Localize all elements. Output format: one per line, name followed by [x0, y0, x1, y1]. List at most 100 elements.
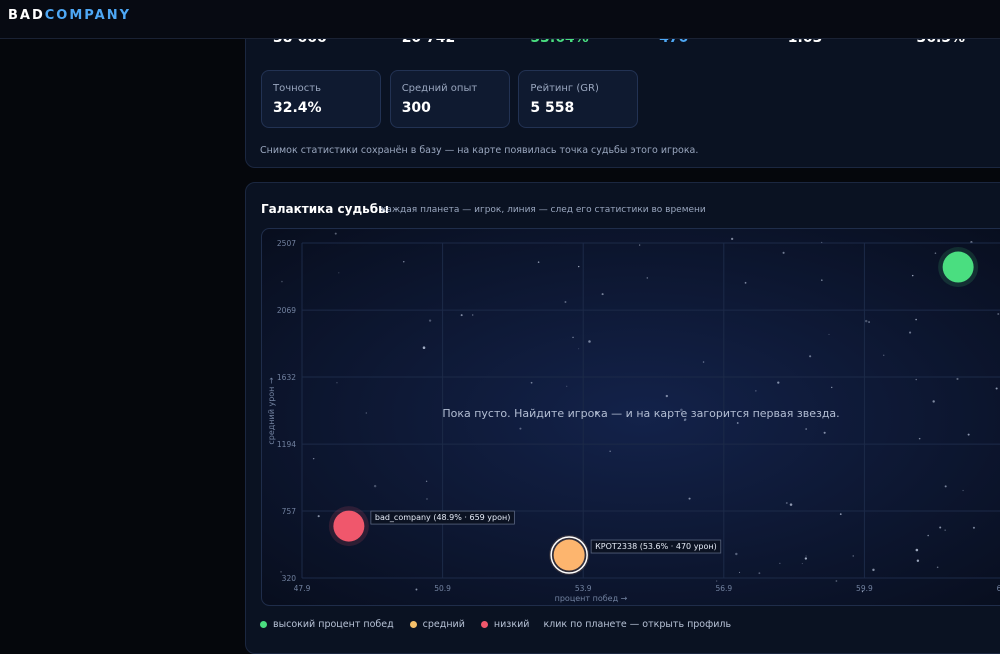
star: [519, 428, 521, 430]
x-axis-label: процент побед →: [555, 594, 628, 603]
star: [968, 434, 970, 436]
brand[interactable]: BADCOMPANY: [8, 8, 131, 23]
stat-label: Рейтинг (GR): [530, 83, 598, 94]
star: [572, 337, 574, 339]
star: [821, 279, 823, 281]
planet[interactable]: [333, 511, 364, 542]
legend-label: низкий: [494, 619, 530, 630]
star: [564, 301, 566, 303]
star: [531, 382, 533, 384]
star: [755, 390, 756, 391]
star: [996, 387, 998, 389]
empty-text: Пока пусто. Найдите игрока — и на карте …: [442, 407, 839, 420]
star: [335, 233, 337, 235]
legend-label: высокий процент побед: [273, 619, 394, 630]
star: [578, 266, 579, 267]
star: [935, 252, 937, 254]
star: [916, 379, 917, 380]
planet[interactable]: [554, 540, 585, 571]
legend-item: высокий процент побед: [260, 619, 394, 630]
star: [790, 503, 793, 506]
y-tick-label: 1632: [277, 373, 296, 382]
star: [336, 382, 337, 383]
star: [853, 555, 854, 556]
star: [883, 355, 884, 356]
star: [777, 382, 779, 384]
star: [872, 569, 874, 571]
star: [716, 580, 717, 581]
legend: высокий процент побед средний низкий клик п…: [260, 619, 731, 630]
legend-swatch: [481, 621, 488, 628]
star: [916, 549, 919, 552]
star: [689, 498, 691, 500]
legend-swatch: [410, 621, 417, 628]
legend-hint: клик по планете — открыть профиль: [543, 619, 731, 630]
star: [956, 378, 958, 380]
star: [737, 422, 739, 424]
star: [610, 451, 611, 452]
stat-card: Средний опыт 300: [390, 70, 510, 128]
star: [973, 527, 975, 529]
star: [919, 438, 921, 440]
star: [915, 319, 917, 321]
star: [280, 571, 281, 572]
star: [588, 340, 590, 342]
star: [962, 490, 963, 491]
planet[interactable]: [943, 252, 974, 283]
star: [909, 332, 911, 334]
star: [366, 413, 367, 414]
star: [945, 530, 946, 531]
star: [666, 395, 668, 397]
star: [939, 526, 941, 528]
chart-title: Галактика судьбы: [261, 202, 389, 216]
stat-card: Рейтинг (GR)5 558: [518, 70, 638, 128]
star: [840, 513, 842, 515]
star: [731, 238, 733, 240]
star: [802, 563, 803, 564]
star: [703, 361, 705, 363]
star: [831, 387, 832, 388]
star: [739, 572, 740, 573]
star: [639, 244, 640, 245]
brand-b: COMPANY: [45, 8, 131, 23]
stat-label: Средний опыт: [402, 83, 478, 94]
star: [805, 428, 807, 430]
star: [374, 485, 376, 487]
legend-swatch: [260, 621, 267, 628]
star: [338, 272, 339, 273]
star: [426, 481, 427, 482]
star: [403, 261, 404, 262]
legend-item: средний: [410, 619, 465, 630]
star: [416, 589, 418, 591]
y-tick-label: 320: [282, 574, 297, 583]
star: [997, 313, 999, 315]
star: [917, 560, 919, 562]
y-tick-label: 2069: [277, 306, 296, 315]
star: [423, 346, 426, 349]
planet-label: КРОТ2338 (53.6% · 470 урон): [595, 542, 717, 551]
star: [824, 432, 826, 434]
stat-value: 300: [402, 100, 431, 116]
star: [829, 334, 830, 335]
star: [602, 293, 604, 295]
star: [912, 275, 913, 276]
legend-label: средний: [423, 619, 465, 630]
star: [786, 502, 788, 504]
x-tick-label: 56.9: [715, 584, 732, 593]
chart-subtitle: каждая планета — игрок, линия — след его…: [381, 205, 706, 215]
star: [647, 277, 648, 278]
star: [472, 314, 473, 315]
star: [868, 321, 870, 323]
star: [538, 261, 540, 263]
x-tick-label: 59.9: [856, 584, 873, 593]
star: [865, 320, 867, 322]
y-tick-label: 1194: [277, 440, 296, 449]
top-bar: BADCOMPANY: [0, 0, 1000, 39]
star: [937, 566, 939, 568]
stat-value: 32.4%: [273, 100, 322, 116]
x-tick-label: 47.9: [294, 584, 311, 593]
star: [429, 320, 431, 322]
note: Снимок статистики сохранён в базу — на к…: [260, 145, 698, 156]
